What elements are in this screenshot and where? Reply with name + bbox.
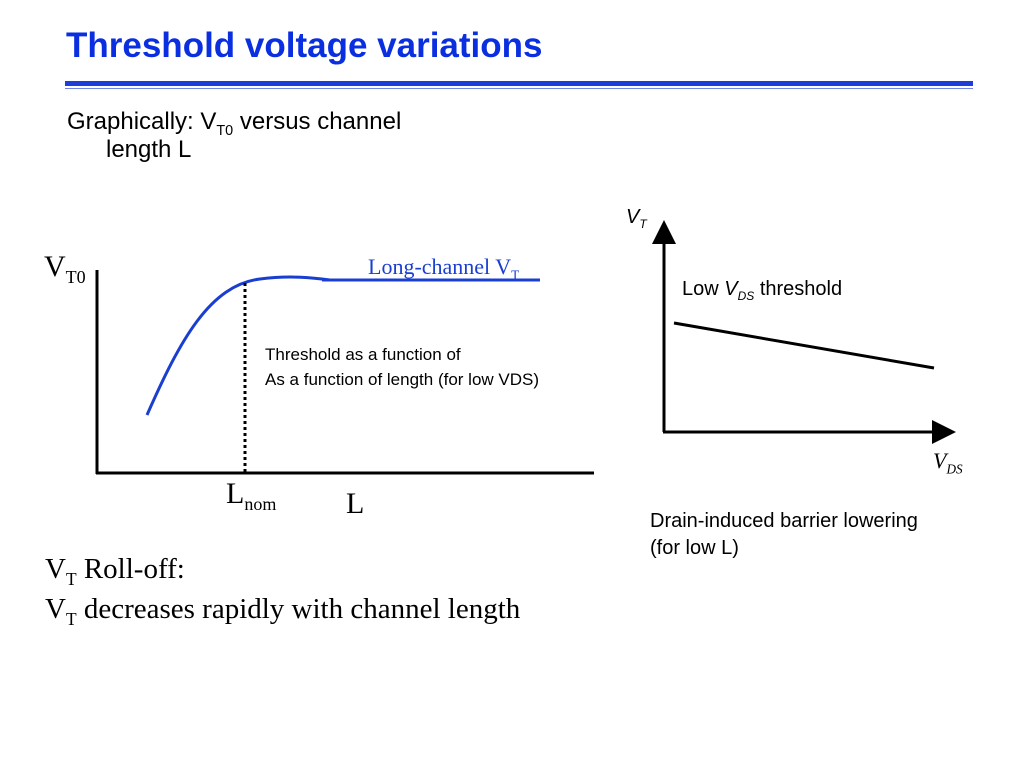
right-y-label: VT (626, 206, 647, 231)
intro-text: Graphically: VT0 versus channel (67, 108, 402, 139)
rolloff-heading: VT Roll-off: (45, 553, 185, 589)
left-x-label: L (346, 487, 365, 520)
title-divider (65, 81, 973, 86)
dibl-line (673, 321, 935, 370)
lnom-label: Lnom (226, 477, 277, 514)
title-divider-thin (65, 88, 973, 89)
annotation-line2: As a function of length (for low VDS) (265, 370, 540, 389)
slide-title: Threshold voltage variations (66, 26, 543, 65)
rolloff-description: VT decreases rapidly with channel length (45, 593, 521, 629)
dibl-caption-line1: Drain-induced barrier lowering (650, 510, 918, 532)
left-y-label: VT0 (44, 250, 86, 287)
right-x-label: VDS (933, 448, 963, 477)
annotation-line1: Threshold as a function of (265, 345, 461, 364)
vt-vs-length-curve (145, 275, 331, 416)
long-channel-label: Long-channel VT (368, 254, 520, 283)
dibl-caption-line2: (for low L) (650, 537, 739, 559)
intro-text-line2: length L (106, 136, 192, 163)
low-vds-label: Low VDS threshold (682, 278, 843, 303)
